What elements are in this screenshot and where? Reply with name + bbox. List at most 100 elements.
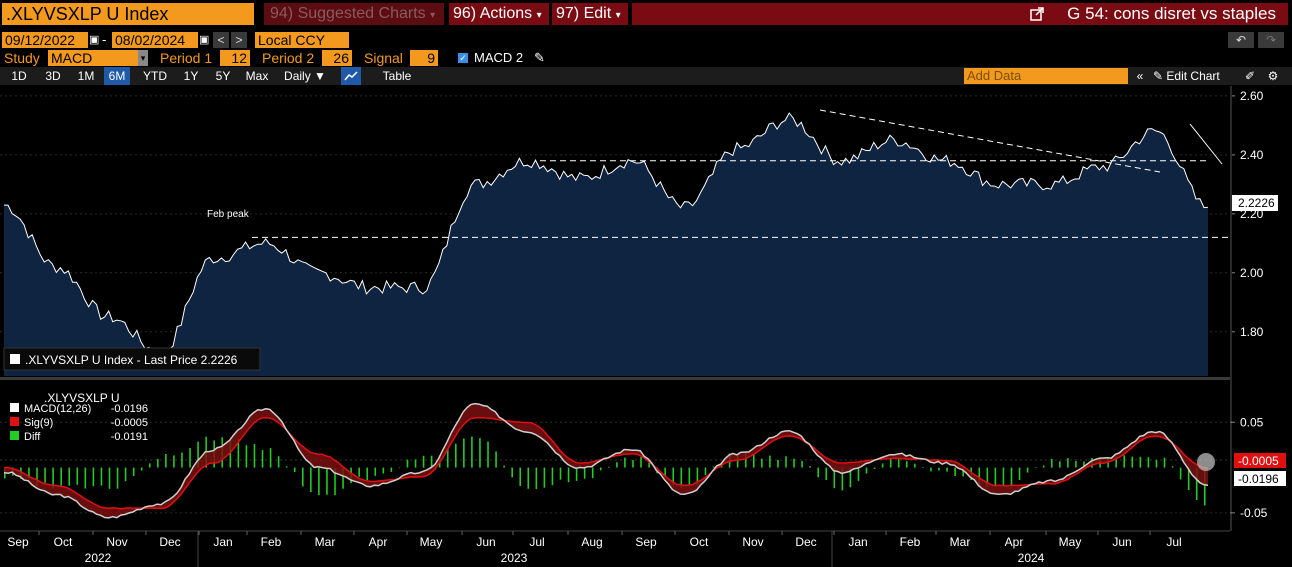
suggested-charts-label: 94) Suggested Charts xyxy=(270,5,426,22)
range-button-5y[interactable]: 5Y xyxy=(215,69,231,83)
diff-bar xyxy=(1139,456,1142,468)
suggested-charts-menu[interactable]: 94) Suggested Charts ▾ xyxy=(264,3,444,25)
security-field[interactable]: .XLYVSXLP U Index xyxy=(2,3,254,25)
diff-bar xyxy=(672,467,675,486)
price-tick-label: 2.00 xyxy=(1240,266,1264,280)
diff-bar xyxy=(1075,461,1077,468)
price-tick-label: 2.60 xyxy=(1240,89,1264,103)
diff-bar xyxy=(1034,466,1037,468)
calendar-icon[interactable]: ▣ xyxy=(89,34,100,46)
x-month-label: Mar xyxy=(950,535,971,549)
x-month-label: Nov xyxy=(742,535,763,549)
diff-bar xyxy=(543,467,546,488)
collapse-icon[interactable]: « xyxy=(1136,69,1144,83)
table-button[interactable]: Table xyxy=(382,69,412,83)
diff-bar xyxy=(1059,461,1061,468)
diff-bar xyxy=(1083,461,1085,468)
diff-bar xyxy=(575,467,578,481)
diff-bar xyxy=(688,467,691,486)
diff-bar xyxy=(608,466,610,468)
diff-bar xyxy=(825,467,828,480)
chevron-down-icon[interactable]: ▾ xyxy=(138,50,148,66)
macd2-checkbox[interactable]: ✓ xyxy=(458,53,468,63)
line-chart-icon[interactable] xyxy=(341,67,361,85)
range-button-3d[interactable]: 3D xyxy=(45,69,61,83)
range-button-1m[interactable]: 1M xyxy=(77,69,95,83)
popout-icon[interactable] xyxy=(1030,7,1044,21)
calendar-icon[interactable]: ▣ xyxy=(199,34,210,46)
price-legend-swatch xyxy=(10,354,20,364)
currency-select[interactable]: Local CCY xyxy=(255,32,349,48)
edit-chart-button[interactable]: ✎ Edit Chart xyxy=(1153,67,1239,85)
edit-menu[interactable]: 97) Edit ▾ xyxy=(552,3,628,25)
macd-grid xyxy=(0,421,1230,514)
price-tick-label: 1.80 xyxy=(1240,325,1264,339)
diff-bar xyxy=(430,455,433,468)
diff-bar xyxy=(1131,456,1134,468)
annotate-icon[interactable]: ✐ xyxy=(1244,69,1256,83)
diff-bar xyxy=(108,467,111,489)
end-date-field[interactable]: 08/02/2024 xyxy=(112,32,198,48)
range-button-1y[interactable]: 1Y xyxy=(183,69,199,83)
diff-bar xyxy=(1010,467,1013,488)
diff-bar xyxy=(962,467,964,477)
diff-bar xyxy=(785,456,787,468)
x-month-label: Jul xyxy=(1166,535,1181,549)
diff-bar xyxy=(914,463,916,468)
diff-bar xyxy=(310,467,312,493)
diff-bar xyxy=(237,438,240,468)
diff-bar xyxy=(60,467,62,486)
diff-bar xyxy=(1026,467,1029,473)
diff-bar xyxy=(567,467,570,483)
x-year-label: 2023 xyxy=(501,551,528,565)
study-select[interactable]: MACD xyxy=(48,50,138,66)
range-button-6m[interactable]: 6M xyxy=(104,67,130,85)
signal-field[interactable]: 9 xyxy=(410,50,438,66)
pane-divider[interactable] xyxy=(0,377,1230,380)
diff-bar xyxy=(841,467,844,491)
prev-period-button[interactable]: < xyxy=(213,32,229,48)
range-button-1d[interactable]: 1D xyxy=(11,69,27,83)
x-month-label: Oct xyxy=(54,535,73,549)
diff-bar xyxy=(173,455,175,468)
diff-bar xyxy=(833,467,836,489)
range-button-max[interactable]: Max xyxy=(245,69,269,83)
diff-bar xyxy=(1203,467,1206,506)
chart-title: G 54: cons disret vs staples xyxy=(1067,4,1276,23)
next-period-button[interactable]: > xyxy=(231,32,247,48)
y-axis-divider xyxy=(1230,86,1232,531)
signal-line xyxy=(3,416,1209,510)
diff-bar xyxy=(801,460,803,468)
diff-bar xyxy=(285,466,288,468)
macd-tag: -0.0196 xyxy=(1238,472,1279,486)
diff-bar xyxy=(334,467,336,496)
x-month-label: Mar xyxy=(315,535,336,549)
diff-bar xyxy=(116,467,119,489)
diff-bar xyxy=(76,467,79,485)
add-data-input[interactable]: Add Data xyxy=(964,68,1128,84)
diff-bar xyxy=(148,463,151,468)
redo-icon[interactable]: ↷ xyxy=(1258,32,1284,48)
diff-bar xyxy=(632,460,634,468)
gear-icon[interactable]: ⚙ xyxy=(1267,69,1279,83)
period2-field[interactable]: 26 xyxy=(322,50,352,66)
diff-bar xyxy=(986,467,989,488)
range-button-ytd[interactable]: YTD xyxy=(143,69,167,83)
undo-icon[interactable]: ↶ xyxy=(1228,32,1254,48)
diff-bar xyxy=(696,467,699,486)
x-month-label: Dec xyxy=(159,535,180,549)
diff-bar xyxy=(527,467,530,489)
diff-bar xyxy=(946,467,948,472)
edit-chart-label: Edit Chart xyxy=(1166,69,1220,83)
feb-peak-annotation: Feb peak xyxy=(207,209,250,220)
actions-menu[interactable]: 96) Actions ▾ xyxy=(449,3,549,25)
diff-bar xyxy=(1179,467,1182,480)
diff-bar xyxy=(245,445,248,468)
pencil-icon[interactable]: ✎ xyxy=(534,50,545,65)
period1-field[interactable]: 12 xyxy=(220,50,250,66)
chart-area[interactable]: Feb peak 2.602.402.202.001.80 2.2226 .XL… xyxy=(0,86,1292,567)
x-month-label: Feb xyxy=(261,535,282,549)
start-date-field[interactable]: 09/12/2022 xyxy=(2,32,88,48)
diff-bar xyxy=(165,453,167,468)
frequency-select[interactable]: Daily ▼ xyxy=(284,69,326,83)
